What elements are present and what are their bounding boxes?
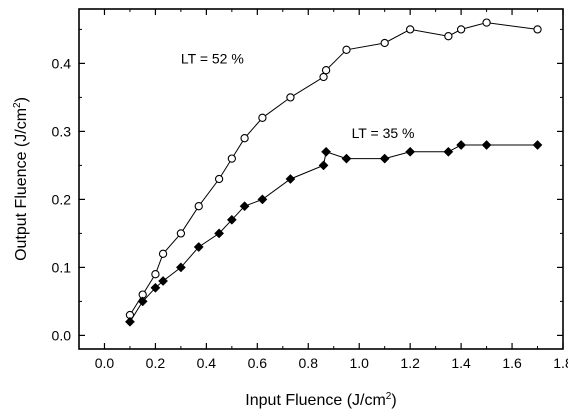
y-tick-label: 0.3 (52, 123, 72, 139)
data-point-filled-diamond (379, 153, 390, 164)
data-point-filled-diamond (532, 140, 543, 150)
x-tick-label: 0.2 (146, 355, 166, 371)
data-point-filled-diamond (321, 146, 332, 157)
data-point-open-circle (227, 154, 236, 163)
data-point-open-circle (482, 18, 491, 27)
y-tick-label: 0.1 (52, 259, 72, 275)
data-point-open-circle (194, 202, 203, 211)
series-annotation-label: LT = 52 % (181, 50, 244, 66)
x-tick-label: 0.6 (248, 355, 268, 371)
data-point-filled-diamond (405, 146, 416, 157)
data-point-open-circle (214, 174, 224, 184)
x-tick-label: 1.4 (451, 355, 471, 371)
x-tick-label: 1.0 (349, 355, 369, 371)
series-lt-52-line (129, 22, 538, 316)
data-point-open-circle (176, 229, 186, 238)
data-point-filled-diamond (456, 140, 467, 150)
data-point-filled-diamond (158, 276, 169, 286)
data-point-open-circle (380, 38, 389, 48)
data-point-filled-diamond (193, 242, 204, 252)
x-tick-label: 1.2 (400, 355, 420, 371)
y-tick-label: 0.4 (52, 55, 72, 71)
data-point-filled-diamond (481, 140, 492, 150)
data-point-open-circle (158, 249, 168, 258)
data-point-open-circle (406, 25, 415, 34)
data-point-filled-diamond (443, 146, 454, 157)
y-tick-label: 0.0 (52, 327, 72, 343)
data-point-open-circle (533, 25, 542, 34)
x-tick-label: 0.4 (197, 355, 217, 371)
data-point-filled-diamond (226, 214, 237, 225)
plot-area: 0.0 0.2 0.4 0.6 0.8 1.0 1.2 1.4 1.6 1.8 0.0 0.1 0.2 0… (52, 8, 568, 371)
data-point-open-circle (444, 32, 453, 41)
data-point-filled-diamond (214, 228, 225, 239)
data-point-open-circle (342, 45, 351, 54)
x-axis-title: Input Fluence (J/cm2) (245, 391, 396, 409)
data-point-open-circle (321, 66, 331, 75)
data-point-open-circle (319, 72, 328, 82)
series-lt-35-line (129, 144, 538, 323)
data-point-open-circle (456, 25, 466, 34)
data-point-filled-diamond (257, 194, 268, 205)
x-tick-label: 1.8 (553, 355, 568, 371)
data-point-open-circle (151, 270, 160, 279)
data-point-filled-diamond (318, 160, 329, 171)
x-tick-label: 0.8 (299, 355, 319, 371)
data-point-open-circle (240, 134, 249, 143)
data-point-filled-diamond (150, 282, 161, 293)
data-point-open-circle (258, 113, 267, 122)
data-point-filled-diamond (341, 153, 352, 164)
data-point-filled-diamond (285, 174, 296, 184)
data-point-filled-diamond (124, 316, 135, 327)
y-tick-label: 0.2 (52, 191, 72, 207)
data-point-filled-diamond (137, 296, 148, 307)
y-axis-title: Output Fluence (J/cm2) (12, 97, 30, 261)
data-point-filled-diamond (175, 262, 186, 273)
plot-frame (78, 8, 564, 350)
x-tick-label: 0.0 (95, 355, 115, 371)
x-tick-label: 1.6 (502, 355, 522, 371)
data-point-filled-diamond (239, 201, 250, 212)
data-point-open-circle (286, 93, 295, 102)
series-annotation-label: LT = 35 % (352, 125, 415, 141)
